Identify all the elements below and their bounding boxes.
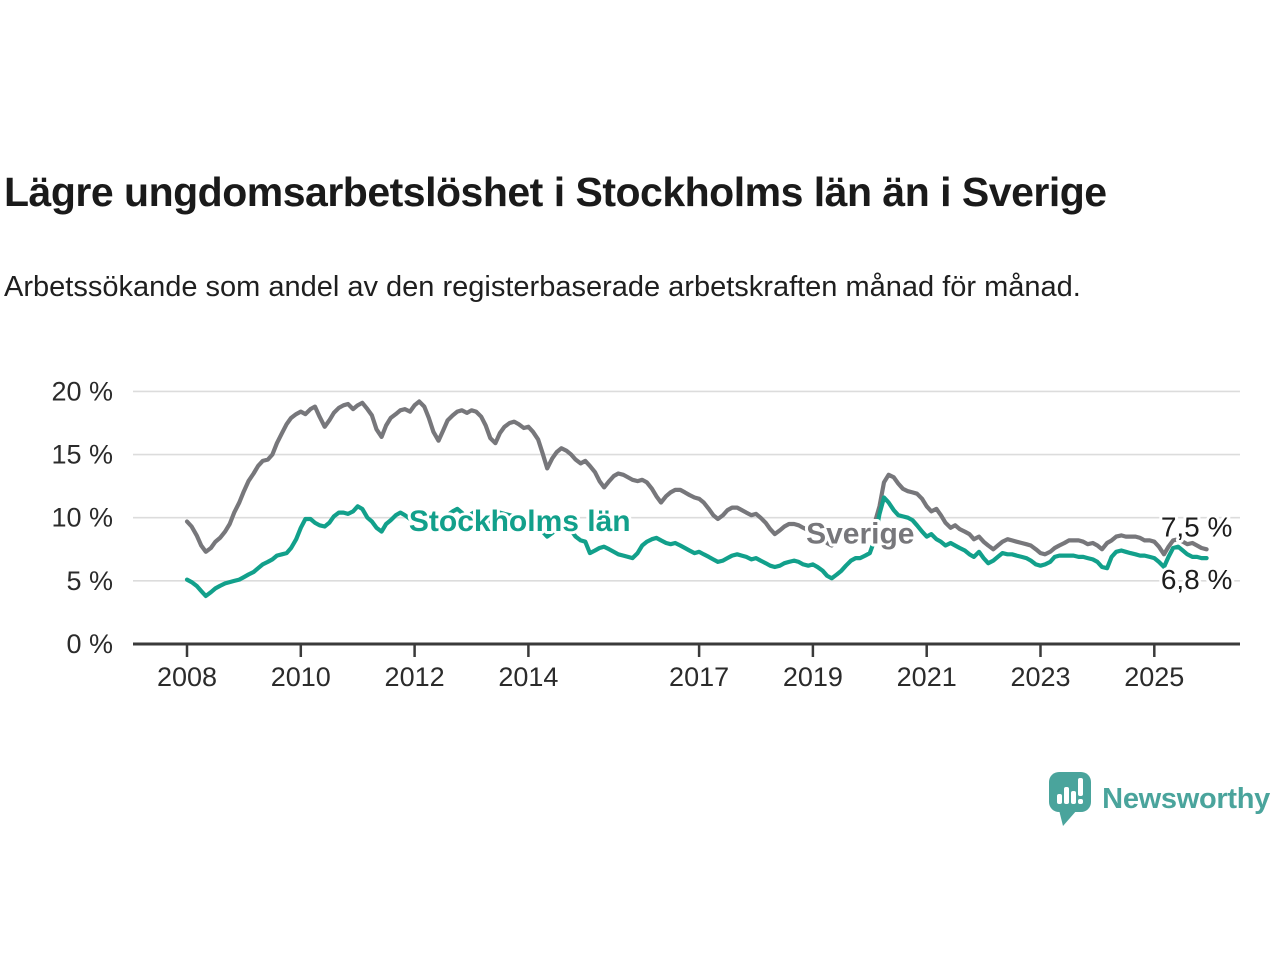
series-label-sverige: Sverige	[806, 518, 914, 551]
x-tick-label: 2021	[897, 662, 957, 692]
y-tick-label: 20 %	[51, 376, 113, 406]
x-tick-label: 2014	[498, 662, 558, 692]
gridlines	[133, 390, 1240, 582]
page-subtitle: Arbetssökande som andel av den registerb…	[4, 271, 1081, 303]
series-label-stockholms-l-n: Stockholms län	[409, 505, 631, 538]
x-tick-label: 2008	[157, 662, 217, 692]
newsworthy-logo-text: Newsworthy	[1102, 782, 1270, 815]
end-value-label: 6,8 %	[1161, 564, 1233, 595]
series-line-stockholms-l-n	[184, 495, 1209, 599]
chart-labels: 2008 2010 2012 2014 2017 2019 2021 2023 2025 0 % 5…	[51, 376, 1235, 692]
x-tick-label: 2012	[385, 662, 445, 692]
y-tick-label: 5 %	[66, 566, 113, 596]
end-value-label: 7,5 %	[1161, 511, 1233, 542]
y-tick-label: 15 %	[51, 440, 113, 470]
x-tick-label: 2019	[783, 662, 843, 692]
x-tick-label: 2010	[271, 662, 331, 692]
x-tick-label: 2017	[669, 662, 729, 692]
y-tick-label: 0 %	[66, 629, 113, 659]
newsworthy-logo: Newsworthy	[1047, 770, 1270, 828]
series-line-sverige	[184, 399, 1209, 557]
newsworthy-speech-bubble-bar-chart-icon	[1049, 772, 1092, 826]
page-title: Lägre ungdomsarbetslöshet i Stockholms l…	[4, 169, 1107, 216]
x-tick-label: 2025	[1124, 662, 1184, 692]
line-chart: 2008 2010 2012 2014 2017 2019 2021 2023 2025 0 % 5…	[51, 376, 1240, 692]
x-axis	[133, 642, 1240, 657]
x-tick-label: 2023	[1010, 662, 1070, 692]
y-tick-label: 10 %	[51, 503, 113, 533]
series-lines	[184, 399, 1209, 599]
